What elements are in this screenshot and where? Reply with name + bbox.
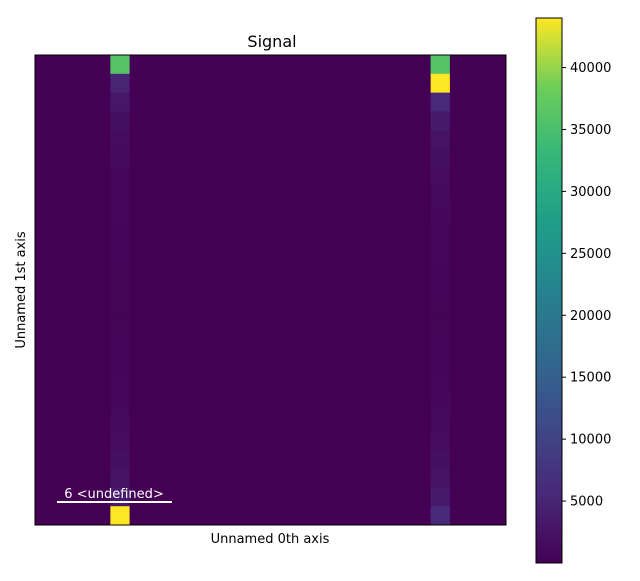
heatmap-cell xyxy=(430,92,450,112)
heatmap-cell xyxy=(430,355,450,375)
heatmap-cell xyxy=(430,487,450,507)
heatmap-cell xyxy=(110,449,130,469)
heatmap-cell xyxy=(430,261,450,281)
heatmap-cell xyxy=(110,337,130,357)
colorbar-tick-label: 40000 xyxy=(570,61,611,76)
heatmap xyxy=(35,55,506,526)
colorbar-tick-label: 25000 xyxy=(570,247,611,262)
x-axis-label: Unnamed 0th axis xyxy=(211,532,330,547)
colorbar-tick-label: 5000 xyxy=(570,495,603,510)
heatmap-cell xyxy=(430,224,450,244)
heatmap-cell xyxy=(110,92,130,112)
heatmap-cell xyxy=(430,205,450,225)
heatmap-cell xyxy=(110,299,130,319)
colorbar-tick-label: 35000 xyxy=(570,123,611,138)
heatmap-cell xyxy=(110,167,130,187)
chart-title: Signal xyxy=(247,32,296,51)
heatmap-cell xyxy=(430,167,450,187)
heatmap-cell xyxy=(430,73,450,93)
heatmap-cell xyxy=(430,299,450,319)
heatmap-cell xyxy=(430,318,450,338)
heatmap-cell xyxy=(110,393,130,413)
heatmap-cell xyxy=(430,337,450,357)
heatmap-cell xyxy=(430,243,450,263)
heatmap-cell xyxy=(110,431,130,451)
heatmap-cell xyxy=(430,412,450,432)
y-axis-label: Unnamed 1st axis xyxy=(14,231,29,349)
heatmap-cell xyxy=(110,468,130,488)
heatmap-cell xyxy=(110,374,130,394)
heatmap-cell xyxy=(110,111,130,131)
heatmap-cell xyxy=(110,224,130,244)
heatmap-cell xyxy=(110,55,130,75)
scalebar-label: 6 <undefined> xyxy=(64,487,164,502)
heatmap-cell xyxy=(110,243,130,263)
colorbar xyxy=(535,17,563,564)
colorbar-tick-label: 20000 xyxy=(570,309,611,324)
heatmap-cell xyxy=(430,449,450,469)
colorbar-ticks: 5000 10000 15000 20000 25000 30000 35000 40000 xyxy=(562,61,611,510)
heatmap-cell xyxy=(110,205,130,225)
heatmap-cell xyxy=(430,374,450,394)
heatmap-cell xyxy=(430,55,450,75)
heatmap-cell xyxy=(110,73,130,93)
heatmap-cell xyxy=(110,506,130,526)
plot-frame xyxy=(34,54,507,526)
heatmap-cell xyxy=(110,149,130,169)
heatmap-cell xyxy=(430,506,450,526)
heatmap-cell xyxy=(430,280,450,300)
colorbar-tick-label: 30000 xyxy=(570,185,611,200)
colorbar-tick-label: 15000 xyxy=(570,371,611,386)
colorbar-tick-label: 10000 xyxy=(570,433,611,448)
heatmap-cell xyxy=(110,261,130,281)
heatmap-cell xyxy=(430,393,450,413)
heatmap-cell xyxy=(430,468,450,488)
heatmap-cell xyxy=(430,130,450,150)
heatmap-cell xyxy=(110,186,130,206)
heatmap-cell xyxy=(110,130,130,150)
heatmap-cell xyxy=(430,149,450,169)
heatmap-cell xyxy=(110,318,130,338)
heatmap-cell xyxy=(430,186,450,206)
heatmap-cell xyxy=(430,111,450,131)
heatmap-cell xyxy=(110,280,130,300)
heatmap-cell xyxy=(110,355,130,375)
heatmap-cell xyxy=(110,412,130,432)
heatmap-cell xyxy=(430,431,450,451)
